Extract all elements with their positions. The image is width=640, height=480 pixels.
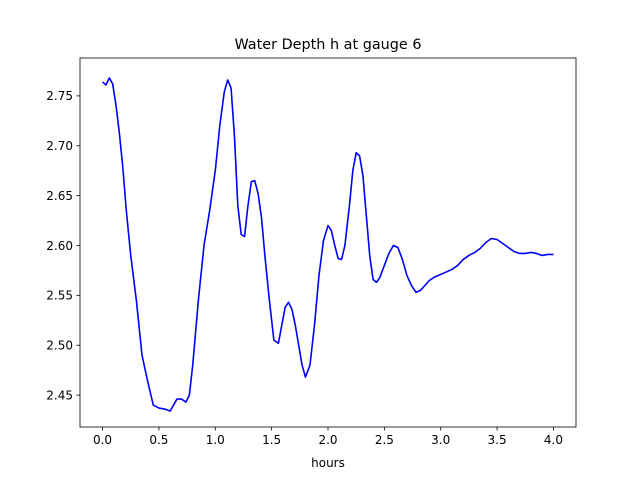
y-tick-label: 2.60: [46, 239, 73, 253]
y-tick-label: 2.70: [46, 139, 73, 153]
x-tick-label: 1.5: [262, 433, 281, 447]
y-tick-label: 2.75: [46, 89, 73, 103]
x-tick-label: 1.0: [206, 433, 225, 447]
x-tick-label: 4.0: [544, 433, 563, 447]
y-axis: 2.45 2.50 2.55 2.60 2.65 2.70 2.75: [46, 89, 80, 402]
y-tick-label: 2.50: [46, 339, 73, 353]
plot-area: [102, 77, 554, 412]
x-tick-label: 3.5: [488, 433, 507, 447]
chart-title: Water Depth h at gauge 6: [234, 37, 421, 53]
x-tick-label: 0.0: [93, 433, 112, 447]
series-line-1: [102, 77, 554, 412]
x-tick-label: 2.5: [375, 433, 394, 447]
x-axis-label: hours: [311, 456, 345, 470]
x-tick-label: 2.0: [318, 433, 337, 447]
y-tick-label: 2.45: [46, 388, 73, 402]
y-tick-label: 2.55: [46, 289, 73, 303]
y-tick-label: 2.65: [46, 189, 73, 203]
x-axis: 0.0 0.5 1.0 1.5 2.0 2.5 3.0 3.5 4.0: [93, 427, 563, 447]
x-tick-label: 0.5: [149, 433, 168, 447]
x-tick-label: 3.0: [431, 433, 450, 447]
